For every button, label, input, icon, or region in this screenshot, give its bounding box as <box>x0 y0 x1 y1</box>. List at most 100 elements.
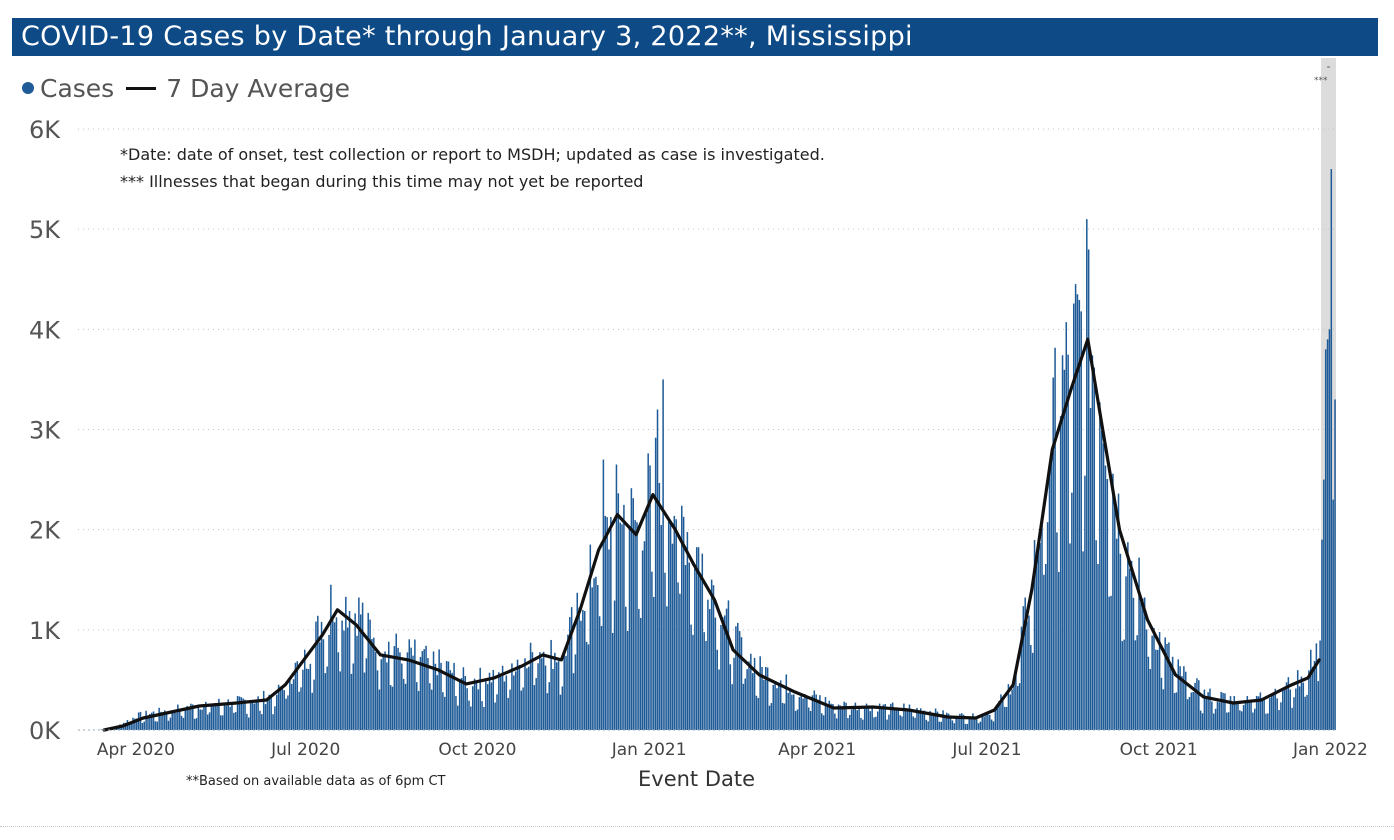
case-bar <box>951 720 954 730</box>
case-bar <box>664 572 666 730</box>
case-bar <box>569 617 571 730</box>
case-bar <box>903 703 905 730</box>
case-bar <box>490 682 493 730</box>
case-bar <box>382 655 384 730</box>
case-bar <box>625 606 627 730</box>
case-bar <box>1224 693 1226 730</box>
case-bar <box>1123 639 1125 730</box>
case-bar <box>589 544 592 730</box>
case-bar <box>710 579 713 730</box>
case-bar <box>688 562 691 730</box>
case-bar <box>798 697 801 730</box>
case-bar <box>587 644 590 730</box>
case-bar <box>1334 399 1336 730</box>
case-bar <box>1173 693 1176 730</box>
chart-title: COVID-19 Cases by Date* through January … <box>21 21 913 52</box>
case-bar <box>791 694 793 730</box>
case-bar <box>901 716 903 730</box>
case-bar <box>164 710 166 730</box>
case-bar <box>264 704 267 730</box>
case-bar <box>292 679 295 730</box>
case-bar <box>552 668 554 730</box>
case-bar <box>847 718 849 730</box>
case-bar <box>373 637 375 730</box>
case-bar <box>815 694 817 730</box>
case-bar <box>397 647 399 730</box>
case-bar <box>1115 538 1118 730</box>
case-bar <box>1086 219 1088 730</box>
case-bar <box>318 642 321 730</box>
case-bar <box>1149 668 1152 730</box>
case-bar <box>359 614 362 730</box>
case-bar <box>208 712 211 730</box>
case-bar <box>1289 689 1292 730</box>
case-bar <box>279 686 282 730</box>
case-bar <box>740 637 743 730</box>
case-bar <box>1188 696 1191 730</box>
case-bar <box>477 689 480 730</box>
case-bar <box>654 437 657 730</box>
case-bar <box>149 713 151 730</box>
case-bar <box>628 526 631 730</box>
case-bar <box>1110 595 1112 730</box>
case-bar <box>850 709 853 730</box>
case-bar <box>597 585 599 730</box>
case-bar <box>1015 668 1017 730</box>
case-bar <box>1041 524 1043 730</box>
case-bar <box>468 700 470 730</box>
case-bar <box>619 522 621 730</box>
chart-legend[interactable]: Cases 7 Day Average <box>22 72 350 104</box>
case-bar <box>244 699 246 730</box>
case-bar <box>132 717 134 730</box>
case-bar <box>677 582 679 730</box>
case-bar <box>378 689 381 730</box>
case-bar <box>410 647 412 730</box>
case-bar <box>1000 694 1002 730</box>
case-bar <box>261 714 263 730</box>
case-bar <box>363 672 366 730</box>
case-bar <box>393 646 396 730</box>
case-bar <box>886 719 888 730</box>
case-bar <box>1240 711 1243 730</box>
case-bar <box>1134 640 1137 730</box>
case-bar <box>238 696 241 730</box>
case-bar <box>748 661 750 730</box>
case-bar <box>1328 329 1331 730</box>
case-bar <box>423 649 425 730</box>
case-bar <box>1293 697 1295 730</box>
case-bar <box>380 659 383 730</box>
case-bar <box>1324 349 1327 730</box>
case-bar <box>979 721 982 730</box>
case-bar <box>559 694 562 730</box>
case-bar <box>427 658 429 730</box>
case-bar <box>651 571 653 730</box>
case-bar <box>1190 692 1193 730</box>
case-bar <box>302 669 304 730</box>
case-bar <box>910 710 913 730</box>
case-bar <box>828 700 830 730</box>
case-bar <box>849 714 851 730</box>
case-bar <box>470 706 472 730</box>
case-bar <box>981 713 984 730</box>
case-bar <box>1031 652 1034 730</box>
case-bar <box>783 703 786 730</box>
case-bar <box>1211 701 1213 730</box>
case-bar <box>501 665 504 730</box>
case-bar <box>817 699 819 730</box>
case-bar <box>727 600 730 730</box>
case-bar <box>1306 694 1308 730</box>
case-bar <box>988 714 991 730</box>
case-bar <box>483 707 485 730</box>
case-bar <box>608 549 610 730</box>
case-bar <box>716 649 718 730</box>
case-bar <box>712 585 715 730</box>
case-bar <box>684 564 687 730</box>
case-bar <box>1037 543 1040 730</box>
case-bar <box>703 632 705 730</box>
case-bar <box>1048 472 1051 730</box>
case-bar <box>837 704 840 730</box>
case-bar <box>445 661 448 730</box>
case-bar <box>1127 542 1129 730</box>
case-bar <box>438 649 440 730</box>
